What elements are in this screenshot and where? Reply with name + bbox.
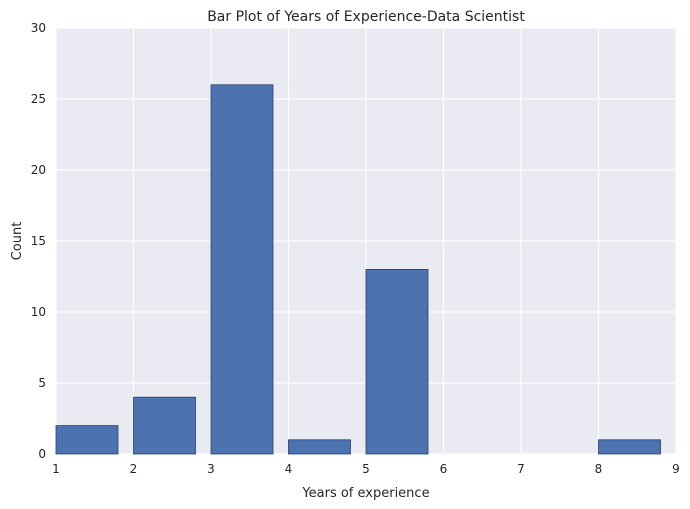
bar-years-8: [598, 439, 661, 455]
y-tick-label: 20: [31, 163, 46, 177]
bars: [55, 84, 661, 455]
x-tick-label: 4: [285, 462, 293, 476]
y-tick-label: 15: [31, 234, 46, 248]
x-tick-labels: 1 2 3 4 5 6 7 8 9: [52, 462, 680, 476]
x-tick-label: 5: [362, 462, 370, 476]
x-tick-label: 6: [440, 462, 448, 476]
x-axis-label: Years of experience: [301, 486, 429, 501]
y-axis-label: Count: [10, 222, 25, 261]
bar-years-4: [288, 439, 351, 455]
x-tick-label: 9: [672, 462, 680, 476]
x-tick-label: 3: [207, 462, 215, 476]
y-tick-labels: 0 5 10 15 20 25 30: [31, 21, 46, 461]
x-tick-label: 8: [595, 462, 603, 476]
chart-title: Bar Plot of Years of Experience-Data Sci…: [207, 9, 525, 25]
x-tick-label: 1: [52, 462, 60, 476]
y-tick-label: 0: [38, 447, 46, 461]
y-tick-label: 5: [38, 376, 46, 390]
y-tick-label: 25: [31, 92, 46, 106]
bar-years-1: [55, 425, 119, 455]
bar-years-3: [210, 84, 274, 455]
bar-years-2: [133, 396, 196, 455]
x-tick-label: 7: [517, 462, 525, 476]
x-tick-label: 2: [130, 462, 138, 476]
y-tick-label: 10: [31, 305, 46, 319]
bar-years-5: [365, 268, 429, 455]
y-tick-label: 30: [31, 21, 46, 35]
